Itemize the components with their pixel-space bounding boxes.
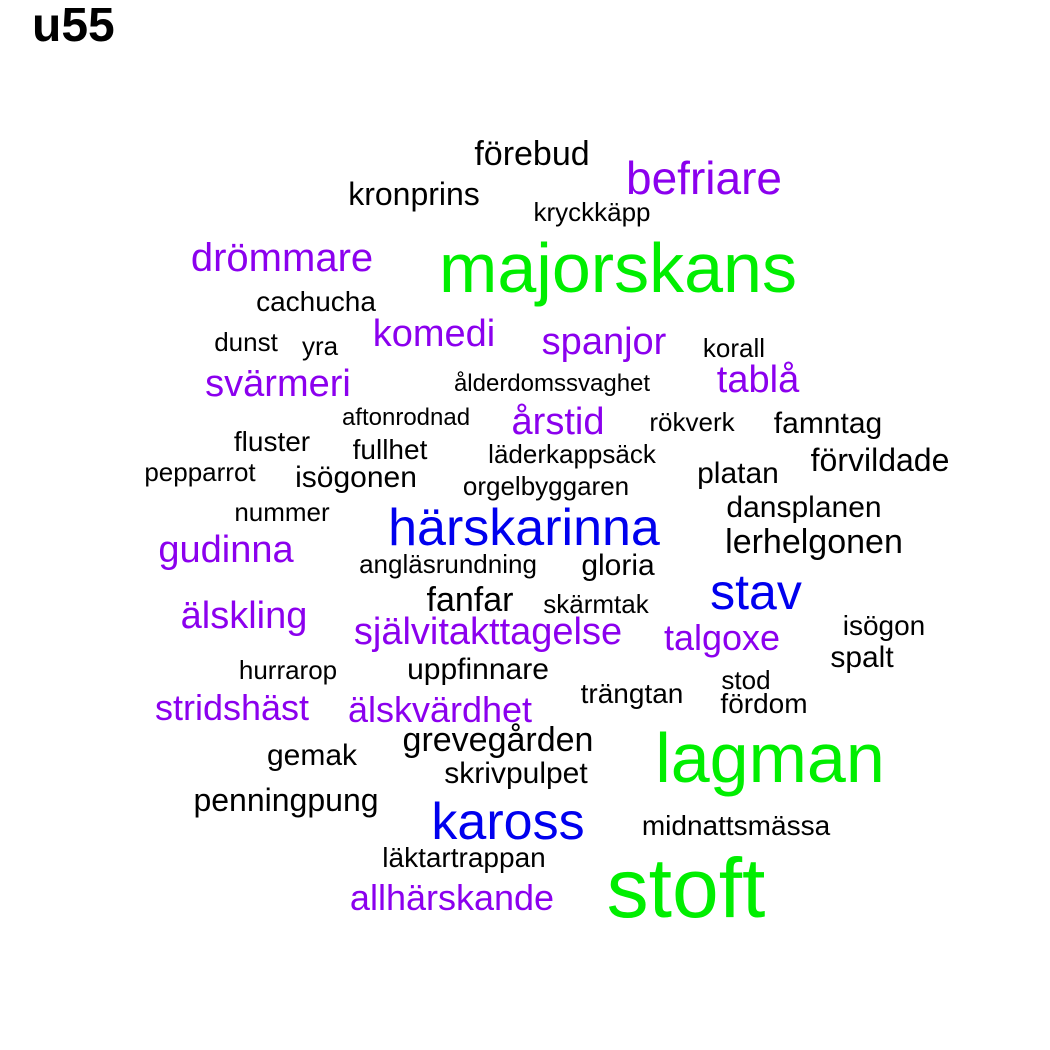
chart-title: u55 [32, 0, 115, 52]
word-anglasrundning: angläsrundning [359, 549, 537, 579]
word-platan: platan [697, 457, 779, 490]
word-tabla: tablå [716, 359, 800, 401]
word-skrivpulpet: skrivpulpet [444, 757, 588, 790]
word-isogon: isögon [842, 610, 926, 641]
word-fordom: fördom [720, 688, 808, 719]
word-laderkappsack: läderkappsäck [488, 439, 656, 469]
word-korall: korall [702, 333, 766, 363]
word-fanfar: fanfar [426, 581, 514, 619]
word-aftonrodnad: aftonrodnad [341, 404, 471, 431]
word-uppfinnare: uppfinnare [407, 653, 549, 686]
word-befriare: befriare [626, 152, 782, 204]
word-gudinna: gudinna [158, 529, 294, 571]
word-lagman: lagman [655, 719, 885, 797]
word-kronprins: kronprins [348, 176, 480, 212]
word-trangtan: trängtan [580, 678, 684, 709]
word-nummer: nummer [234, 497, 330, 527]
word-svarmeri: svärmeri [205, 363, 351, 405]
word-spanjor: spanjor [541, 321, 667, 363]
word-stod: stod [721, 665, 771, 695]
word-gloria: gloria [581, 549, 655, 582]
word-grevegarden: grevegården [402, 721, 594, 759]
word-isogonen: isögonen [295, 461, 417, 494]
word-fluster: fluster [233, 426, 311, 457]
word-spalt: spalt [830, 641, 894, 674]
word-gemak: gemak [266, 739, 358, 772]
word-skarmtak: skärmtak [543, 589, 649, 619]
word-alskvardhet: älskvärdhet [347, 689, 533, 730]
word-lerhelgonen: lerhelgonen [725, 523, 903, 561]
word-hurrarop: hurrarop [238, 655, 338, 685]
word-alderdomssvaghet: ålderdomssvaghet [453, 370, 651, 397]
word-orgelbyggaren: orgelbyggaren [462, 471, 630, 501]
word-kryckkapp: kryckkäpp [533, 197, 651, 227]
word-forvildade: förvildade [810, 442, 950, 478]
word-stav: stav [710, 564, 802, 620]
word-yra: yra [301, 331, 339, 361]
word-harskarinna: härskarinna [388, 499, 660, 557]
word-alskling: älskling [180, 595, 308, 637]
word-kaross: kaross [431, 793, 585, 851]
word-drommare: drömmare [190, 236, 374, 280]
word-allharskande: allhärskande [349, 877, 555, 918]
word-forebud: förebud [474, 135, 590, 173]
word-arstid: årstid [511, 401, 605, 443]
word-dunst: dunst [214, 327, 278, 357]
word-dansplanen: dansplanen [726, 491, 882, 524]
word-midnattsmassa: midnattsmässa [641, 810, 831, 841]
word-penningpung: penningpung [193, 782, 379, 818]
word-famntag: famntag [773, 407, 883, 440]
word-majorskans: majorskans [439, 229, 797, 307]
word-stoft: stoft [606, 841, 766, 935]
word-pepparrot: pepparrot [144, 457, 256, 487]
word-laktartrappan: läktartrappan [382, 842, 546, 873]
word-fullhet: fullhet [352, 434, 428, 465]
word-cachucha: cachucha [256, 286, 376, 317]
word-komedi: komedi [372, 313, 496, 355]
word-rokverk: rökverk [649, 407, 735, 437]
word-sjalviakttagelse: självitakttagelse [353, 611, 623, 653]
word-talgoxe: talgoxe [663, 617, 781, 658]
word-stridshast: stridshäst [154, 687, 310, 728]
